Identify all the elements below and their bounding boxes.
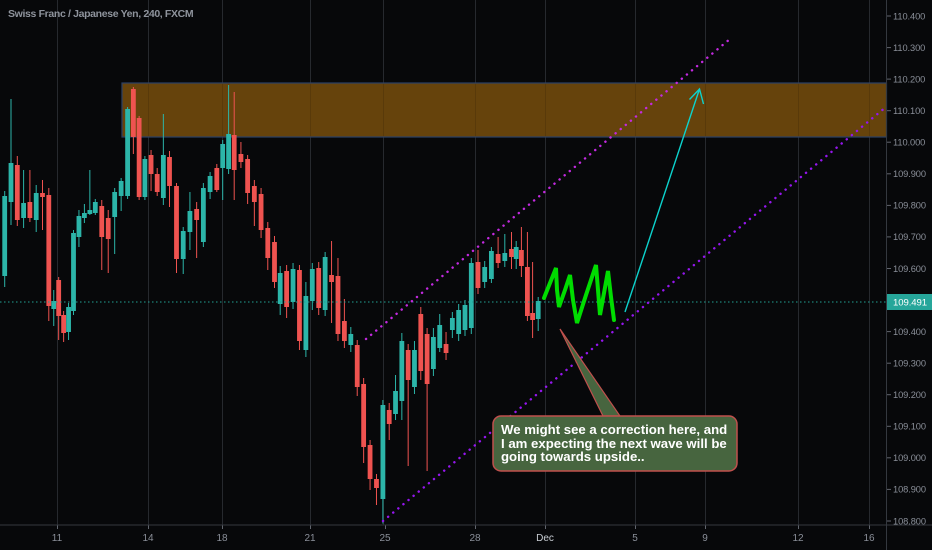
svg-text:25: 25 <box>379 533 391 544</box>
svg-text:16: 16 <box>863 533 875 544</box>
svg-text:21: 21 <box>304 533 316 544</box>
svg-text:Swiss Franc / Japanese Yen, 24: Swiss Franc / Japanese Yen, 240, FXCM <box>8 8 194 20</box>
svg-text:11: 11 <box>52 533 63 544</box>
svg-text:110.000: 110.000 <box>893 138 925 148</box>
svg-text:109.491: 109.491 <box>893 298 927 309</box>
svg-text:110.200: 110.200 <box>893 74 925 84</box>
svg-text:12: 12 <box>792 533 804 544</box>
svg-text:9: 9 <box>702 533 708 544</box>
svg-text:5: 5 <box>632 533 638 544</box>
svg-text:109.800: 109.800 <box>893 201 926 211</box>
svg-text:Dec: Dec <box>536 533 554 544</box>
svg-text:109.600: 109.600 <box>893 264 926 274</box>
svg-text:109.700: 109.700 <box>893 232 926 242</box>
svg-text:going towards upside..: going towards upside.. <box>501 449 645 464</box>
svg-text:109.100: 109.100 <box>893 422 926 432</box>
svg-text:109.400: 109.400 <box>893 327 926 337</box>
svg-text:110.300: 110.300 <box>893 43 925 53</box>
svg-text:108.900: 108.900 <box>893 485 926 495</box>
svg-text:110.100: 110.100 <box>893 106 925 116</box>
svg-text:28: 28 <box>469 533 481 544</box>
svg-text:18: 18 <box>216 533 228 544</box>
svg-text:109.200: 109.200 <box>893 390 926 400</box>
svg-text:109.000: 109.000 <box>893 453 926 463</box>
svg-text:110.400: 110.400 <box>893 11 925 21</box>
svg-text:14: 14 <box>142 533 154 544</box>
svg-text:109.300: 109.300 <box>893 359 926 369</box>
svg-text:108.800: 108.800 <box>893 516 926 526</box>
svg-text:We might see a correction here: We might see a correction here, and <box>501 422 727 437</box>
svg-text:I am expecting the next wave w: I am expecting the next wave will be <box>501 436 727 451</box>
svg-text:109.900: 109.900 <box>893 169 926 179</box>
